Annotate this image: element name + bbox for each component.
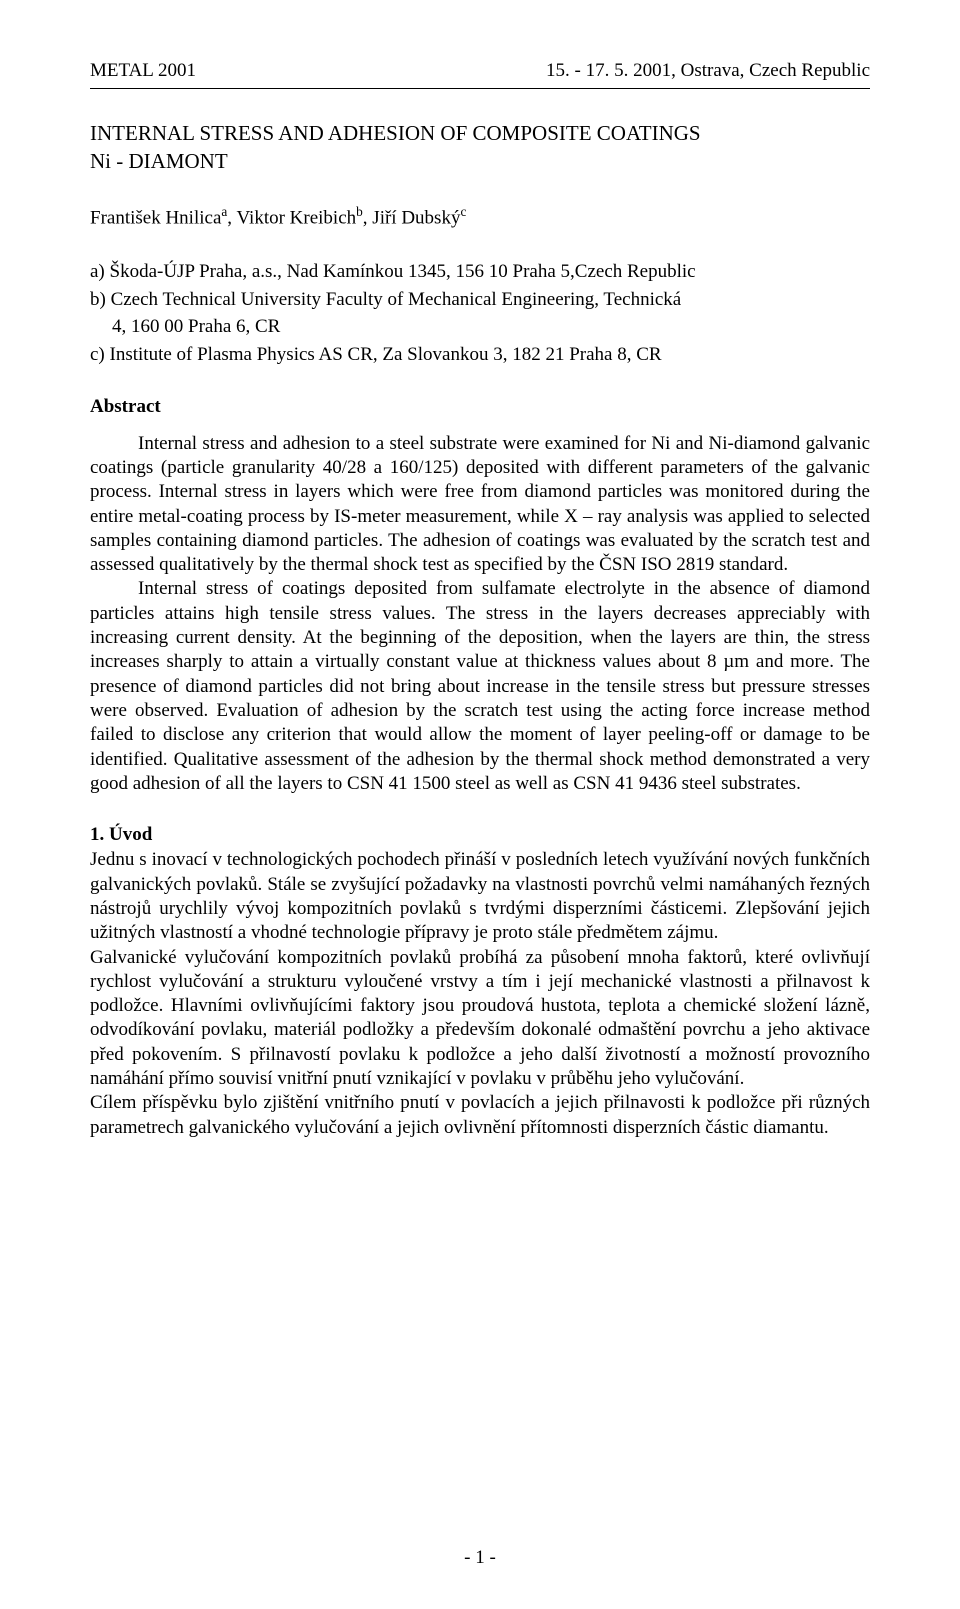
abstract-paragraph-2: Internal stress of coatings deposited fr… (90, 578, 870, 794)
abstract-heading: Abstract (90, 396, 870, 418)
section-1-paragraph-2: Galvanické vylučování kompozitních povla… (90, 947, 870, 1090)
author-1: František Hnilica (90, 207, 221, 228)
author-3-sup: c (460, 204, 466, 219)
section-1-paragraph-3: Cílem příspěvku bylo zjištění vnitřního … (90, 1092, 870, 1137)
title-line-1: INTERNAL STRESS AND ADHESION OF COMPOSIT… (90, 121, 701, 145)
abstract-body: Internal stress and adhesion to a steel … (90, 432, 870, 797)
affiliations-block: a) Škoda-ÚJP Praha, a.s., Nad Kamínkou 1… (90, 259, 870, 368)
header-right: 15. - 17. 5. 2001, Ostrava, Czech Republ… (546, 60, 870, 82)
authors-line: František Hnilicaa, Viktor Kreibichb, Ji… (90, 204, 870, 229)
title-line-2: Ni - DIAMONT (90, 149, 228, 173)
page-header: METAL 2001 15. - 17. 5. 2001, Ostrava, C… (90, 60, 870, 82)
paper-title: INTERNAL STRESS AND ADHESION OF COMPOSIT… (90, 119, 870, 176)
section-1-heading: 1. Úvod (90, 824, 870, 846)
affiliation-c: c) Institute of Plasma Physics AS CR, Za… (90, 342, 870, 368)
author-2-prefix: , Viktor Kreibich (227, 207, 356, 228)
section-1-body: Jednu s inovací v technologických pochod… (90, 848, 870, 1140)
page-number: - 1 - (0, 1547, 960, 1569)
abstract-paragraph-1: Internal stress and adhesion to a steel … (90, 433, 870, 576)
author-2-sup: b (356, 204, 363, 219)
header-rule (90, 88, 870, 89)
affiliation-a: a) Škoda-ÚJP Praha, a.s., Nad Kamínkou 1… (90, 259, 870, 285)
section-1-paragraph-1: Jednu s inovací v technologických pochod… (90, 849, 870, 943)
affiliation-b-line2: 4, 160 00 Praha 6, CR (90, 314, 870, 340)
page-container: METAL 2001 15. - 17. 5. 2001, Ostrava, C… (0, 0, 960, 1609)
author-3-prefix: , Jiří Dubský (363, 207, 461, 228)
header-left: METAL 2001 (90, 60, 196, 82)
affiliation-b-line1: b) Czech Technical University Faculty of… (90, 287, 870, 313)
